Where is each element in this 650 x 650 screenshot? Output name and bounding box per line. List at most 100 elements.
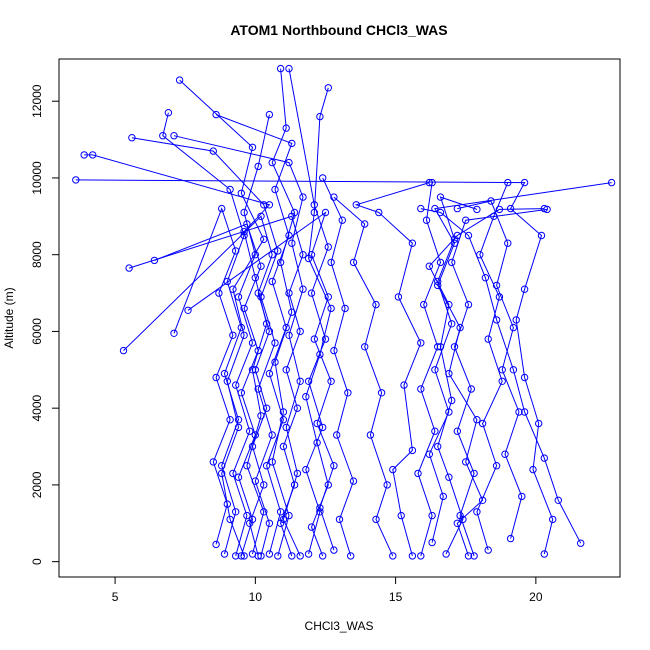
data-point xyxy=(327,258,335,267)
data-point xyxy=(125,264,133,272)
data-point xyxy=(330,546,338,554)
data-point xyxy=(498,366,506,374)
data-point xyxy=(481,274,490,282)
data-point xyxy=(229,331,237,339)
data-point xyxy=(375,208,383,217)
data-point xyxy=(321,208,330,217)
series-line xyxy=(131,137,279,557)
series-line xyxy=(154,223,262,557)
data-point xyxy=(268,431,276,439)
x-tick-label: 5 xyxy=(112,590,119,604)
data-point xyxy=(288,212,296,221)
data-point xyxy=(268,158,276,167)
data-point xyxy=(293,469,302,478)
data-point xyxy=(445,408,453,416)
data-point xyxy=(349,477,358,485)
data-point xyxy=(473,508,481,516)
data-point xyxy=(506,534,515,543)
series-line xyxy=(173,207,237,545)
series-5 xyxy=(72,176,557,558)
data-point xyxy=(361,220,369,228)
data-point xyxy=(220,369,229,378)
data-point xyxy=(251,366,260,374)
data-point xyxy=(515,408,523,416)
data-point xyxy=(254,346,262,355)
y-tick-label: 6000 xyxy=(30,318,44,345)
data-point xyxy=(212,373,220,382)
data-point xyxy=(307,251,316,259)
data-point xyxy=(414,469,422,478)
y-tick-label: 2000 xyxy=(30,471,44,498)
data-point xyxy=(226,416,234,424)
data-point xyxy=(349,258,358,267)
data-point xyxy=(237,323,246,332)
data-point xyxy=(212,110,220,119)
data-point xyxy=(431,366,439,374)
y-tick-label: 10000 xyxy=(30,161,44,195)
data-point xyxy=(498,377,506,385)
data-point xyxy=(464,300,473,309)
data-point xyxy=(209,458,218,466)
series-20 xyxy=(453,197,526,543)
data-point xyxy=(408,552,417,560)
data-point xyxy=(344,389,352,397)
data-point xyxy=(265,369,274,378)
data-point xyxy=(448,258,456,267)
data-point xyxy=(464,231,473,240)
series-line xyxy=(232,114,270,557)
series-line xyxy=(417,182,442,557)
data-point xyxy=(400,381,408,389)
series-line xyxy=(457,200,523,539)
data-point xyxy=(302,393,310,401)
series-1 xyxy=(268,64,299,560)
series-26 xyxy=(448,205,551,560)
data-point xyxy=(436,258,445,267)
data-point xyxy=(330,346,338,355)
data-point xyxy=(223,277,232,286)
data-point xyxy=(279,408,288,416)
data-point xyxy=(436,208,445,217)
data-point xyxy=(304,377,313,385)
data-point xyxy=(276,508,285,516)
data-point xyxy=(321,335,330,343)
data-point xyxy=(520,373,529,382)
data-point xyxy=(72,176,80,184)
data-point xyxy=(279,416,288,424)
data-point xyxy=(310,335,318,343)
data-point xyxy=(319,552,327,560)
data-point xyxy=(257,262,265,270)
data-point xyxy=(549,515,557,524)
data-point xyxy=(518,492,526,501)
y-tick-label: 4000 xyxy=(30,395,44,422)
plot-frame xyxy=(58,58,621,578)
data-point xyxy=(425,178,433,187)
data-point xyxy=(296,327,304,336)
data-point xyxy=(394,293,403,301)
series-22 xyxy=(125,212,307,560)
series-line xyxy=(162,112,245,555)
data-point xyxy=(288,139,296,148)
data-point xyxy=(540,550,548,558)
data-point xyxy=(80,151,88,159)
data-point xyxy=(324,293,332,301)
data-point xyxy=(316,350,324,359)
data-point xyxy=(543,205,551,214)
data-point xyxy=(520,408,529,416)
data-point xyxy=(607,178,616,187)
data-point xyxy=(448,320,456,328)
data-point xyxy=(487,197,495,205)
data-point xyxy=(262,404,271,412)
series-line xyxy=(187,211,335,551)
data-point xyxy=(246,427,254,435)
data-point xyxy=(271,339,279,347)
data-point xyxy=(448,396,456,405)
data-point xyxy=(330,193,338,201)
data-point xyxy=(243,462,251,470)
data-point xyxy=(462,216,470,224)
data-point xyxy=(389,465,397,474)
data-point xyxy=(218,469,226,478)
series-line xyxy=(420,208,582,544)
series-line xyxy=(476,182,509,551)
series-17 xyxy=(212,110,296,558)
